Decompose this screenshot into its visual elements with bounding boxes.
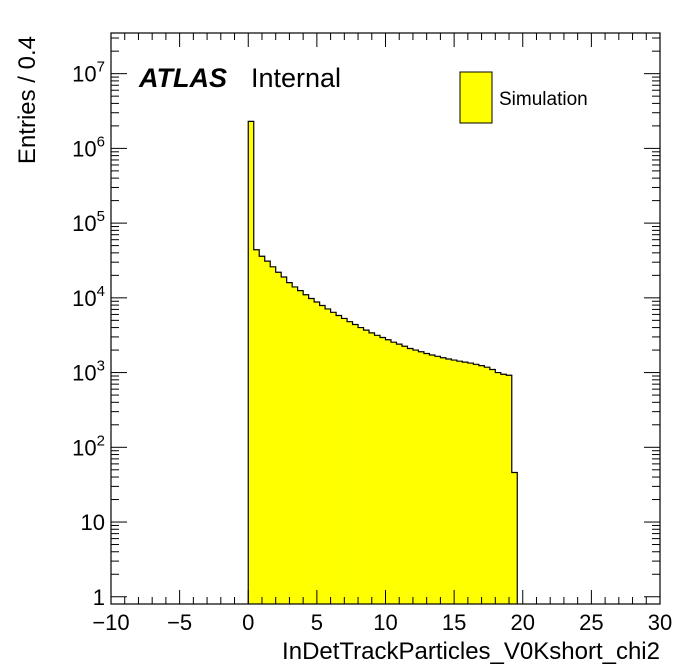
histogram-bar [308,298,315,604]
histogram-bar [253,249,260,604]
x-tick-label: 20 [511,610,535,635]
x-tick-label: 25 [579,610,603,635]
x-tick-label: −5 [167,610,192,635]
x-tick-labels: −10 −5 0 5 10 15 20 25 30 [92,610,672,635]
histogram-bar [418,351,425,604]
histogram-bar [401,346,408,604]
y-tick-label: 104 [72,283,105,311]
histogram-bar [270,266,276,604]
y-tick-label: 103 [72,358,105,386]
histogram-bar [336,315,342,604]
x-tick-label: 30 [648,610,672,635]
histogram-bar [281,277,287,604]
histogram-bar [456,361,463,604]
histogram-bar [429,354,436,604]
histogram-bar [445,358,452,604]
experiment-label: ATLAS [138,63,227,93]
histogram-bar [297,290,304,604]
histogram-outline [247,120,518,604]
histogram-bar [352,324,359,604]
histogram-bar [292,286,298,604]
axis-ticks [110,33,661,604]
histogram-bar [484,367,491,604]
y-tick-label: 10 [81,510,105,535]
histogram-bar [500,374,507,604]
histogram-bar [374,335,381,604]
histogram-bar [363,330,370,604]
y-tick-label: 105 [72,208,105,236]
histogram-bar [264,261,271,604]
legend-label: Simulation [499,89,588,110]
histogram-bar [478,365,485,604]
y-tick-label: 1 [93,585,105,610]
histogram-bar [423,353,430,604]
histogram-bar [412,350,419,604]
histogram-bar [467,363,474,604]
histogram-bar [303,294,309,604]
y-tick-label: 107 [72,59,105,87]
histogram-bar [396,344,403,604]
histogram-bar [347,321,353,604]
x-tick-label: 10 [373,610,397,635]
x-tick-label: −10 [92,610,129,635]
x-tick-label: 5 [311,610,323,635]
y-tick-label: 102 [72,432,105,460]
histogram-bar [259,256,266,604]
x-tick-label: 15 [442,610,466,635]
histogram-bar [341,318,348,604]
histogram-bar [380,337,386,604]
y-tick-label: 106 [72,133,105,161]
histogram-bar [462,362,469,604]
histogram-bar [506,375,513,604]
x-axis-title: InDetTrackParticles_V0Kshort_chi2 [282,638,660,665]
histogram-bar [407,348,414,604]
histogram-bar [511,472,518,604]
histogram-bar [369,332,375,604]
histogram-bar [275,272,282,604]
histogram-bar [451,360,458,604]
x-tick-label: 0 [242,610,254,635]
histogram-bar [286,282,293,604]
histogram-bar [495,372,502,604]
y-tick-labels: 1 10 102 103 104 105 106 107 [72,59,105,610]
histogram-bar [440,357,447,604]
histogram-bar [248,121,255,605]
histogram-bar [330,312,337,604]
legend-swatch [459,71,493,124]
histogram-bar [434,356,441,604]
histogram-bar [314,301,320,604]
histogram-bar [325,308,331,604]
histogram-bars [248,121,518,605]
histogram-bar [390,342,397,604]
histogram-bar [385,339,392,604]
y-axis-title: Entries / 0.4 [14,36,41,164]
histogram-bar [473,364,480,604]
histogram-bar [319,305,326,604]
histogram-bar [358,327,364,604]
histogram-bar [489,369,496,604]
status-label: Internal [251,63,341,93]
